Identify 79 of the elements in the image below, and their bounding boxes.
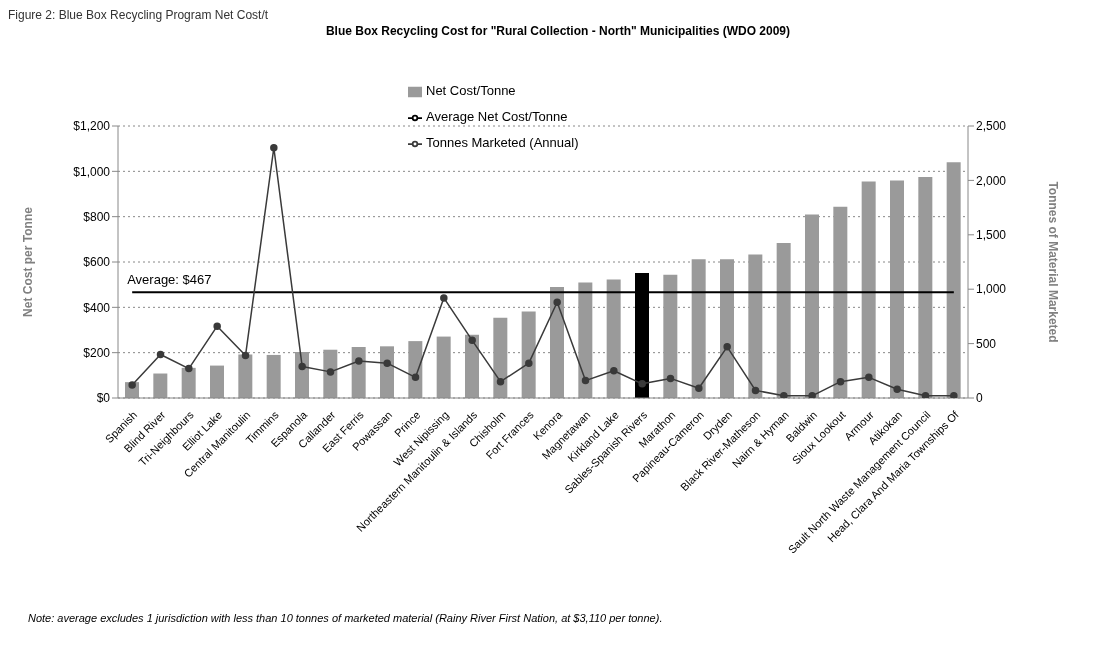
point: [950, 392, 958, 398]
legend-label: Average Net Cost/Tonne: [426, 109, 568, 124]
point: [638, 380, 646, 388]
bar: [805, 214, 819, 398]
bar: [266, 354, 281, 398]
point: [553, 298, 561, 307]
point: [241, 351, 250, 360]
bar: [720, 259, 734, 398]
bar: [153, 373, 168, 398]
point: [128, 381, 136, 389]
y2-tick-label: 2,000: [976, 173, 1007, 188]
y2-tick-label: 1,500: [976, 228, 1007, 243]
y-tick-label: $1,000: [73, 164, 111, 179]
point: [610, 367, 618, 375]
point: [893, 385, 901, 394]
bar: [578, 282, 593, 398]
bar: [181, 367, 196, 398]
y2-tick-label: 0: [976, 391, 983, 406]
y-tick-label: $200: [83, 345, 111, 360]
bar: [663, 274, 678, 398]
point: [780, 392, 788, 398]
point: [468, 336, 476, 345]
bar: [691, 259, 706, 398]
bar: [295, 351, 309, 398]
y-tick-label: $600: [83, 255, 111, 270]
bar: [238, 354, 253, 398]
y-axis-title: Net Cost per Tonne: [21, 206, 36, 317]
point: [836, 377, 845, 386]
bar: [776, 242, 791, 398]
point: [185, 364, 193, 373]
bar: [890, 180, 904, 398]
bar: [521, 311, 536, 398]
bar: [493, 317, 508, 398]
point: [723, 343, 731, 351]
point: [695, 384, 703, 392]
bar: [833, 206, 848, 398]
point: [496, 377, 505, 386]
bar: [380, 346, 394, 398]
bar: [436, 336, 451, 398]
point: [808, 392, 816, 398]
point: [326, 368, 335, 376]
point: [156, 350, 165, 359]
bar: [465, 334, 479, 398]
chart-title: Blue Box Recycling Cost for "Rural Collection - North" Municipalities (WDO 2009): [324, 24, 792, 38]
y2-axis-title: Tonnes of Material Marketed: [1045, 181, 1060, 343]
y-tick-label: $1,200: [73, 119, 111, 134]
point: [581, 376, 590, 385]
bar: [550, 286, 564, 398]
bar: [918, 177, 933, 398]
text: Note: average excludes 1 jurisdiction with less than 10 tonnes of marketed material (Rainy River First Nation, at $3,110 per tonne).: [28, 612, 664, 624]
point: [440, 294, 448, 302]
point: [751, 386, 760, 395]
bar: [606, 279, 621, 398]
annotation: Average: $467: [127, 272, 212, 288]
point: [411, 373, 420, 382]
legend-label: Tonnes Marketed (Annual): [426, 135, 579, 150]
bar: [748, 254, 763, 398]
legend-label: Net Cost/Tonne: [426, 83, 516, 98]
point: [213, 322, 221, 330]
bar: [351, 347, 366, 398]
bar: [408, 341, 423, 398]
point: [270, 144, 278, 152]
point: [525, 359, 533, 367]
point: [355, 357, 363, 365]
y-tick-label: $800: [83, 209, 111, 224]
y2-tick-label: 1,000: [976, 282, 1007, 297]
point: [298, 362, 306, 371]
caption: Figure 2: Blue Box Recycling Program Net Cost/t: [8, 8, 270, 24]
point: [865, 373, 873, 382]
y-tick-label: $400: [83, 300, 111, 315]
point: [383, 359, 391, 367]
y-tick-label: $0: [96, 391, 111, 406]
bar: [861, 181, 876, 398]
bar: [210, 365, 224, 398]
point: [666, 374, 675, 383]
bar: [323, 349, 338, 398]
y2-tick-label: 2,500: [976, 119, 1007, 134]
bar: [946, 162, 961, 398]
y2-tick-label: 500: [976, 336, 997, 351]
